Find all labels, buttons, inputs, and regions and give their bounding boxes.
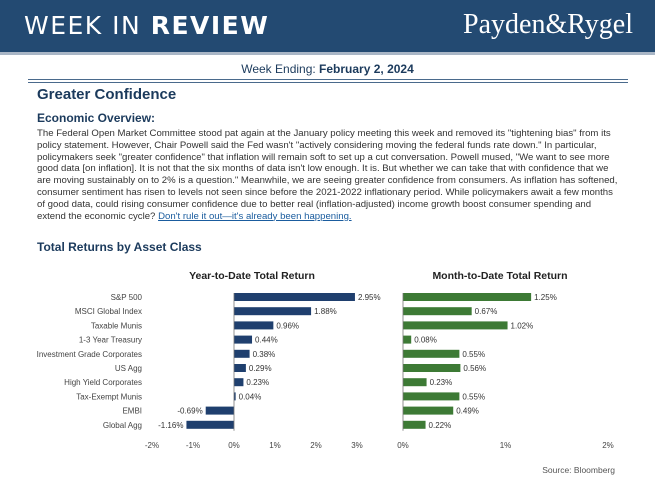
economic-overview-body: The Federal Open Market Committee stood …	[37, 128, 622, 222]
ytd-bar	[205, 406, 234, 415]
category-label: MSCI Global Index	[75, 307, 142, 316]
mtd-data-label: 0.49%	[456, 407, 479, 416]
week-in-review-title: WEEK IN REVIEW	[24, 11, 270, 40]
source-note: Source: Bloomberg	[542, 465, 615, 475]
ytd-data-label: 0.29%	[249, 364, 272, 373]
ytd-data-label: 0.04%	[239, 392, 262, 401]
payden-rygel-logo: Payden&Rygel	[463, 9, 633, 40]
category-label: Investment Grade Corporates	[37, 350, 142, 359]
mtd-bar	[403, 392, 460, 401]
category-label: EMBI	[122, 407, 142, 416]
mtd-bar	[403, 349, 460, 358]
mtd-bar	[403, 335, 412, 344]
mtd-data-label: 1.02%	[511, 321, 534, 330]
header-divider	[0, 52, 655, 55]
ytd-tick-label: 2%	[310, 441, 322, 450]
mtd-bar	[403, 293, 532, 301]
category-label: Tax-Exempt Munis	[76, 392, 142, 401]
mtd-bar	[403, 321, 508, 330]
ytd-data-label: 0.23%	[246, 378, 269, 387]
ytd-tick-label: -1%	[186, 441, 200, 450]
ytd-data-label: -1.16%	[158, 421, 183, 430]
mtd-data-label: 0.23%	[430, 378, 453, 387]
ytd-tick-label: 1%	[269, 441, 281, 450]
divider-line	[28, 82, 628, 83]
header-banner: WEEK IN REVIEW Payden&Rygel	[0, 0, 655, 52]
mtd-data-label: 0.56%	[463, 364, 486, 373]
ytd-bar	[234, 378, 244, 387]
divider-line	[28, 79, 628, 80]
mtd-bar	[403, 406, 454, 415]
ytd-data-label: 0.44%	[255, 336, 278, 345]
mtd-bar	[403, 307, 472, 316]
mtd-tick-label: 1%	[500, 441, 512, 450]
mtd-data-label: 0.22%	[429, 421, 452, 430]
category-label: Taxable Munis	[91, 321, 142, 330]
ytd-chart-title: Year-to-Date Total Return	[189, 270, 315, 282]
category-label: S&P 500	[111, 293, 143, 302]
ytd-bar	[234, 364, 246, 372]
mtd-data-label: 0.55%	[462, 392, 485, 401]
ytd-data-label: 0.38%	[253, 350, 276, 359]
page-headline: Greater Confidence	[37, 86, 177, 103]
mtd-tick-label: 2%	[602, 441, 614, 450]
mtd-data-label: 1.25%	[534, 293, 557, 302]
category-label: High Yield Corporates	[64, 378, 142, 387]
week-ending: Week Ending: February 2, 2024	[241, 62, 414, 76]
economic-overview-heading: Economic Overview:	[37, 111, 156, 125]
ytd-data-label: 2.95%	[358, 293, 381, 302]
category-label: Global Agg	[103, 421, 142, 430]
mtd-data-label: 0.55%	[462, 350, 485, 359]
ytd-tick-label: 0%	[228, 441, 240, 450]
article-link[interactable]: Don't rule it out—it's already been happ…	[158, 210, 352, 222]
ytd-bar	[234, 335, 253, 344]
ytd-data-label: 0.96%	[276, 321, 299, 330]
mtd-bar	[403, 378, 427, 387]
ytd-bar	[234, 293, 355, 301]
mtd-data-label: 0.08%	[414, 336, 437, 345]
body-paragraph: The Federal Open Market Committee stood …	[37, 128, 618, 222]
ytd-bar	[234, 392, 236, 401]
ytd-bar	[234, 349, 250, 358]
mtd-chart-title: Month-to-Date Total Return	[432, 270, 568, 282]
ytd-bar	[234, 307, 312, 316]
category-label: US Agg	[115, 364, 142, 373]
ytd-bar	[186, 420, 234, 429]
mtd-data-label: 0.67%	[475, 307, 498, 316]
ytd-bar	[234, 321, 274, 330]
mtd-bar	[403, 364, 461, 372]
section-title: Total Returns by Asset Class	[37, 240, 202, 254]
category-label: 1-3 Year Treasury	[79, 336, 142, 345]
ytd-data-label: -0.69%	[177, 407, 202, 416]
ytd-data-label: 1.88%	[314, 307, 337, 316]
mtd-tick-label: 0%	[397, 441, 409, 450]
mtd-bar	[403, 420, 426, 429]
ytd-tick-label: -2%	[145, 441, 159, 450]
ytd-tick-label: 3%	[351, 441, 363, 450]
